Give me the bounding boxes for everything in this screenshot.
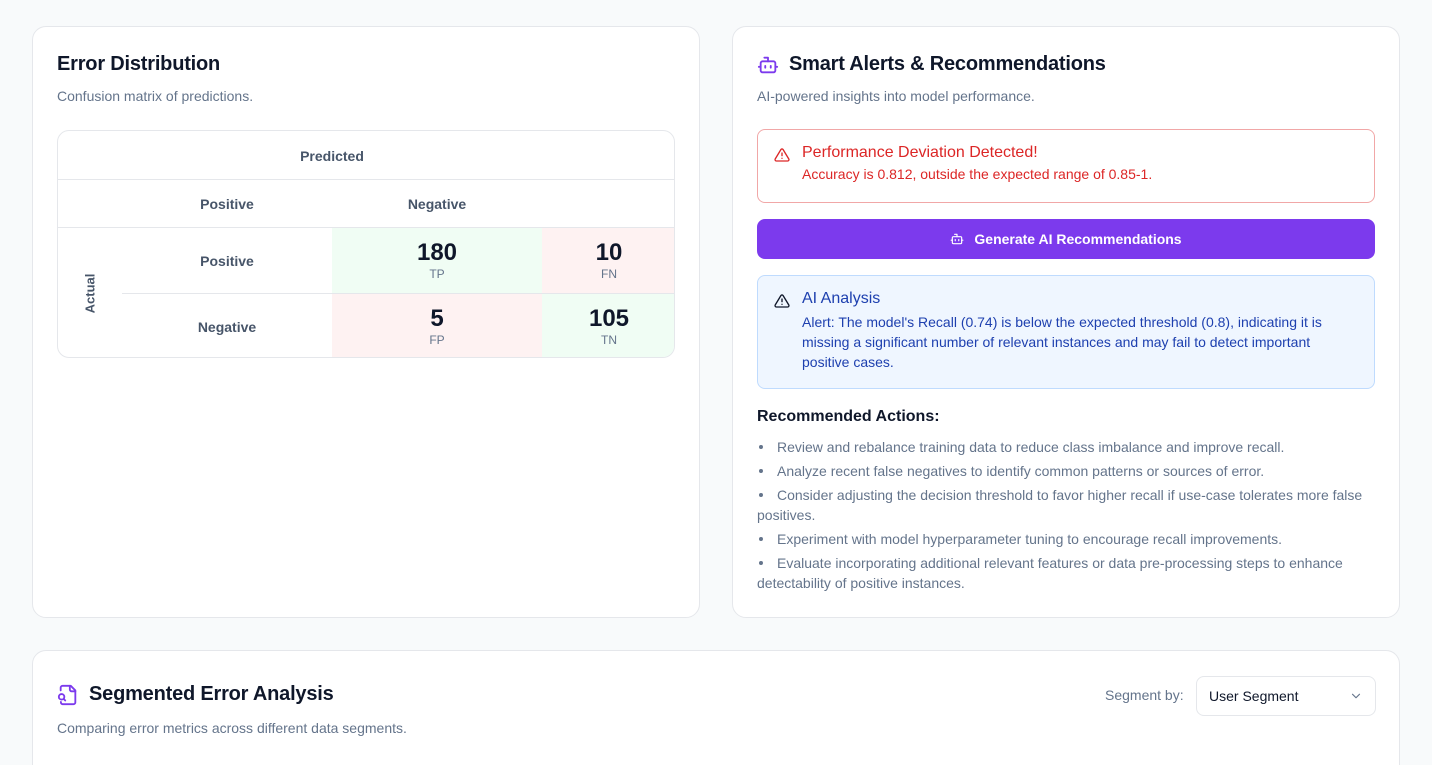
cell-fn-label: FN [601, 267, 617, 282]
cell-tn: 105 TN [542, 294, 674, 357]
cell-fp: 5 FP [332, 294, 542, 357]
ai-analysis-detail: Alert: The model's Recall (0.74) is belo… [802, 314, 1322, 370]
segmented-subtitle: Comparing error metrics across different… [57, 720, 407, 736]
col-header-negative: Negative [407, 196, 467, 212]
segment-select[interactable]: User Segment [1196, 676, 1376, 716]
predicted-header: Predicted [300, 147, 364, 164]
cell-tp: 180 TP [332, 228, 542, 293]
file-search-icon [57, 684, 77, 705]
deviation-alert-title: Performance Deviation Detected! [802, 144, 1038, 161]
smart-alerts-subtitle: AI-powered insights into model performan… [757, 88, 1035, 104]
segment-select-value: User Segment [1209, 688, 1299, 704]
col-header-positive: Positive [200, 196, 254, 212]
segment-by-label: Segment by: [1105, 687, 1184, 703]
error-distribution-card: Error Distribution Confusion matrix of p… [32, 26, 700, 618]
cell-fp-value: 5 [430, 304, 444, 332]
divider [58, 227, 674, 228]
segmented-title-text: Segmented Error Analysis [89, 683, 334, 705]
segmented-error-analysis-card: Segmented Error Analysis Comparing error… [32, 650, 1400, 765]
generate-button-label: Generate AI Recommendations [974, 231, 1182, 247]
error-distribution-title: Error Distribution [57, 53, 675, 76]
actual-header: Actual [58, 228, 122, 357]
ai-analysis-title: AI Analysis [802, 290, 881, 307]
bot-icon [757, 56, 779, 73]
generate-ai-recommendations-button[interactable]: Generate AI Recommendations [757, 219, 1375, 259]
list-item: Experiment with model hyperparameter tun… [757, 529, 1375, 549]
alert-triangle-icon [774, 294, 790, 308]
cell-tp-label: TP [429, 267, 445, 282]
confusion-matrix: Predicted Positive Negative Actual Posit… [57, 130, 675, 358]
bot-icon [950, 233, 964, 245]
actual-header-text: Actual [82, 273, 98, 313]
chevron-down-icon [1351, 693, 1361, 699]
divider [122, 293, 674, 294]
cell-tn-value: 105 [588, 304, 630, 332]
cell-fn: 10 FN [542, 228, 674, 293]
deviation-alert-detail: Accuracy is 0.812, outside the expected … [802, 166, 1153, 182]
smart-alerts-title-text: Smart Alerts & Recommendations [789, 53, 1106, 75]
error-distribution-title-text: Error Distribution [57, 53, 221, 75]
deviation-alert: Performance Deviation Detected! Accuracy… [757, 129, 1375, 203]
smart-alerts-card: Smart Alerts & Recommendations AI-powere… [732, 26, 1400, 618]
cell-fn-value: 10 [595, 238, 623, 266]
row-header-negative: Negative [197, 318, 257, 335]
cell-fp-label: FP [429, 333, 445, 348]
segmented-title: Segmented Error Analysis [57, 683, 1375, 706]
recommended-actions-title: Recommended Actions: [757, 408, 940, 425]
alert-triangle-icon [774, 148, 790, 162]
list-item: Consider adjusting the decision threshol… [757, 485, 1375, 525]
recommended-actions-list: Review and rebalance training data to re… [757, 437, 1375, 597]
error-distribution-subtitle: Confusion matrix of predictions. [57, 88, 254, 104]
smart-alerts-title: Smart Alerts & Recommendations [757, 53, 1375, 76]
top-strip [0, 0, 1432, 12]
row-header-positive: Positive [200, 252, 254, 269]
divider [58, 179, 674, 180]
list-item: Review and rebalance training data to re… [757, 437, 1375, 457]
cell-tn-label: TN [601, 333, 617, 348]
cell-tp-value: 180 [416, 238, 458, 266]
ai-analysis-box: AI Analysis Alert: The model's Recall (0… [757, 275, 1375, 389]
list-item: Evaluate incorporating additional releva… [757, 553, 1375, 593]
list-item: Analyze recent false negatives to identi… [757, 461, 1375, 481]
